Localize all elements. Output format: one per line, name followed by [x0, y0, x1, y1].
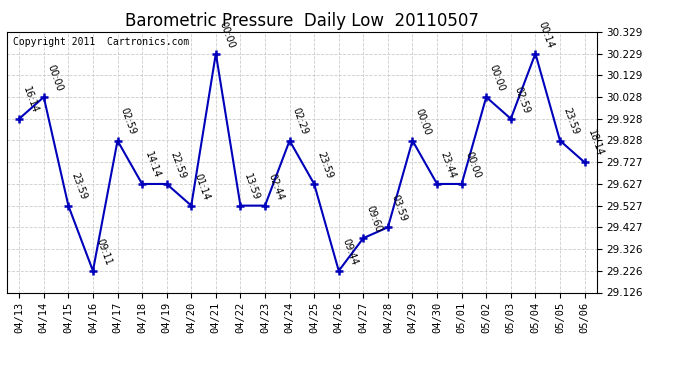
Text: 23:59: 23:59 [70, 172, 89, 201]
Text: 00:00: 00:00 [45, 63, 64, 93]
Text: 02:59: 02:59 [512, 85, 531, 115]
Text: 09:44: 09:44 [340, 237, 359, 267]
Text: 09:11: 09:11 [95, 237, 113, 267]
Text: 18:14: 18:14 [586, 129, 605, 158]
Text: 00:00: 00:00 [217, 20, 236, 50]
Text: 00:14: 00:14 [537, 20, 555, 50]
Text: 09:60: 09:60 [365, 204, 384, 234]
Text: 02:59: 02:59 [119, 107, 138, 136]
Text: 22:59: 22:59 [168, 150, 187, 180]
Text: 01:14: 01:14 [193, 172, 212, 201]
Text: 23:59: 23:59 [562, 107, 580, 136]
Text: 23:44: 23:44 [438, 150, 457, 180]
Text: 13:59: 13:59 [241, 172, 261, 201]
Text: 03:59: 03:59 [389, 194, 408, 223]
Text: 00:00: 00:00 [488, 63, 506, 93]
Text: 00:00: 00:00 [414, 107, 433, 136]
Text: Copyright 2011  Cartronics.com: Copyright 2011 Cartronics.com [13, 37, 189, 47]
Text: 00:00: 00:00 [463, 150, 482, 180]
Title: Barometric Pressure  Daily Low  20110507: Barometric Pressure Daily Low 20110507 [125, 12, 479, 30]
Text: 02:44: 02:44 [266, 172, 286, 201]
Text: 16:14: 16:14 [21, 85, 39, 115]
Text: 23:59: 23:59 [315, 150, 335, 180]
Text: 02:29: 02:29 [291, 107, 310, 136]
Text: 14:14: 14:14 [144, 150, 162, 180]
